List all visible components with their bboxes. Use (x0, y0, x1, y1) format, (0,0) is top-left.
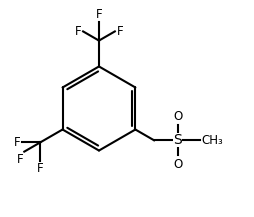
Text: CH₃: CH₃ (201, 134, 223, 147)
Text: F: F (117, 25, 123, 38)
Text: S: S (173, 133, 182, 147)
Text: F: F (37, 162, 43, 175)
Text: O: O (173, 110, 182, 123)
Text: F: F (75, 25, 81, 38)
Text: F: F (13, 136, 20, 149)
Text: F: F (17, 153, 23, 166)
Text: O: O (173, 158, 182, 171)
Text: F: F (96, 8, 102, 21)
